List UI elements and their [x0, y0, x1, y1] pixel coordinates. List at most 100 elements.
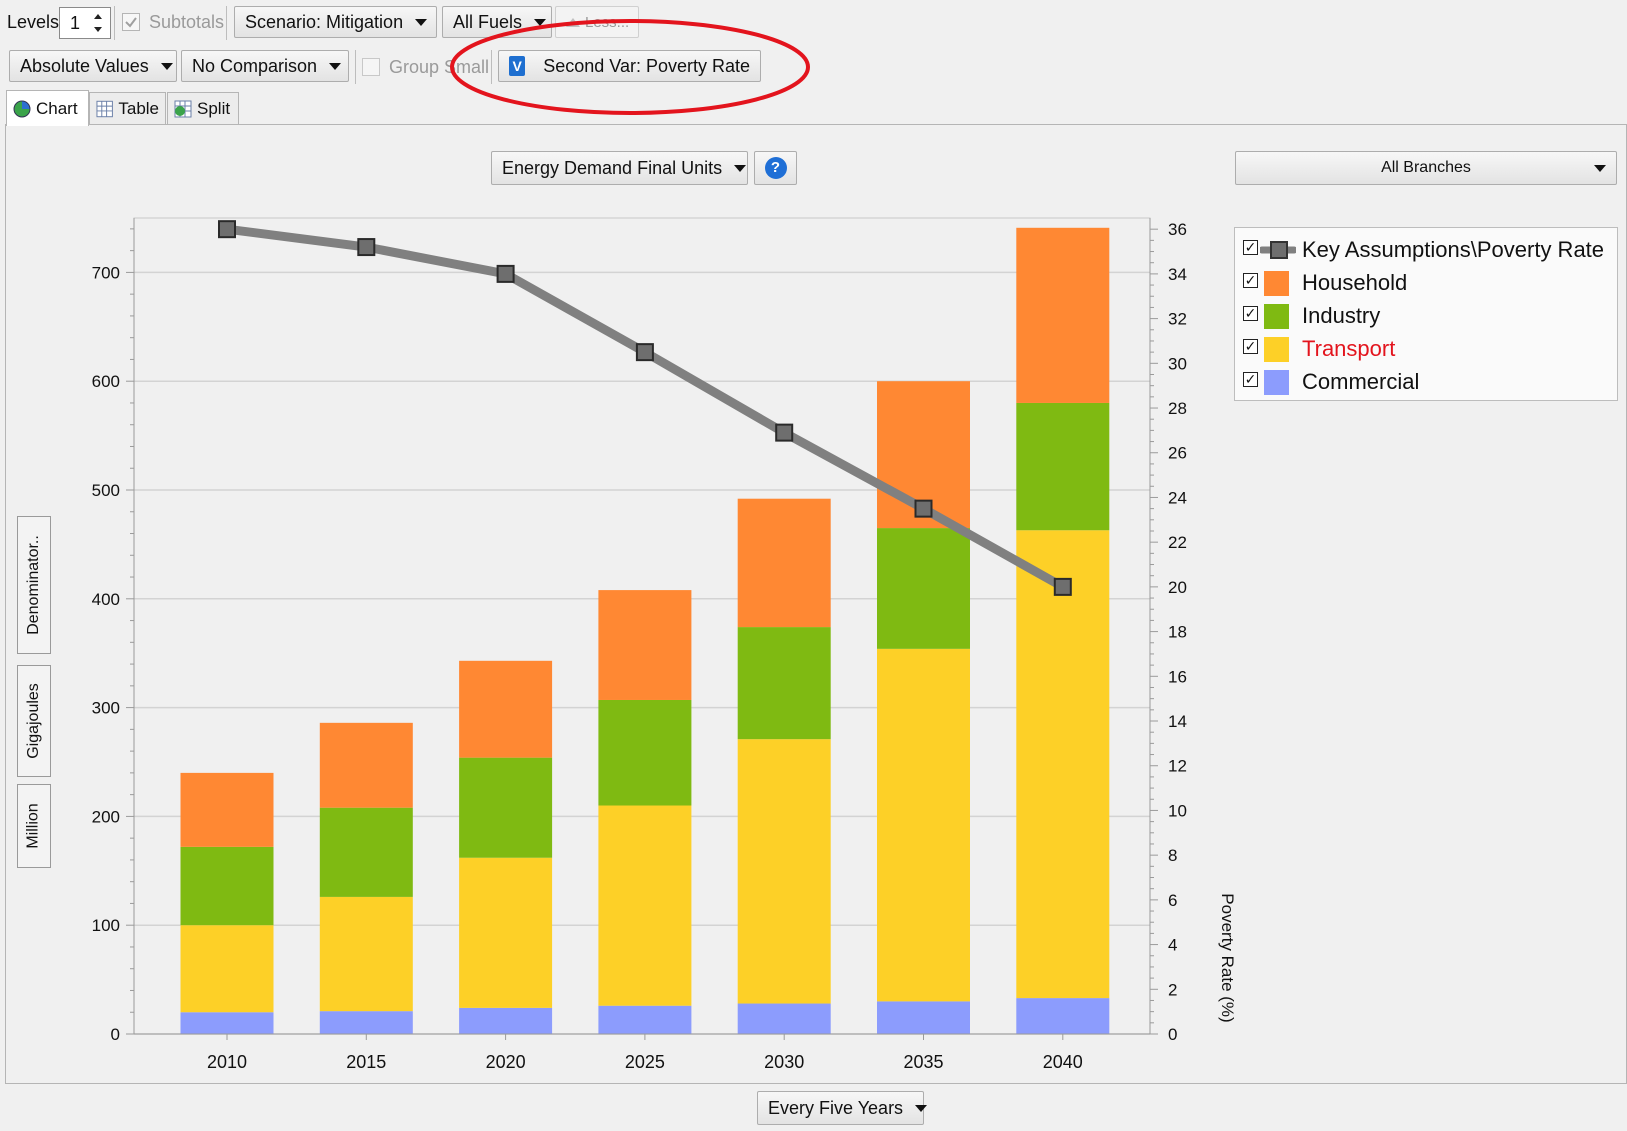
split-view-icon — [174, 100, 192, 117]
group-small-label: Group Small — [389, 57, 490, 77]
bar-transport[interactable] — [180, 925, 274, 1013]
chevron-down-icon — [915, 1104, 928, 1112]
tab-table[interactable]: Table — [89, 92, 166, 124]
bar-household[interactable] — [737, 498, 831, 628]
tab-split[interactable]: Split — [167, 92, 239, 124]
chart-legend: ✓ Key Assumptions\Poverty Rate ✓ Househo… — [1234, 227, 1618, 401]
bar-transport[interactable] — [737, 739, 831, 1004]
denominator-tab[interactable]: Denominator.. — [17, 516, 51, 654]
bar-commercial[interactable] — [598, 1005, 692, 1034]
x-tick-label: 2040 — [1043, 1052, 1083, 1072]
bar-industry[interactable] — [319, 807, 413, 897]
poverty-rate-point[interactable] — [496, 264, 515, 283]
bar-transport[interactable] — [459, 857, 553, 1008]
comparison-dropdown[interactable]: No Comparison — [181, 50, 349, 82]
legend-item-transport[interactable]: ✓ Transport — [1235, 333, 1617, 365]
help-button[interactable]: ? — [754, 151, 797, 185]
tab-split-label: Split — [197, 98, 231, 118]
bar-household[interactable] — [459, 660, 553, 758]
branches-label: All Branches — [1381, 159, 1471, 176]
y2-tick-label: 6 — [1168, 891, 1177, 910]
fuels-label: All Fuels — [453, 11, 523, 32]
legend-checkbox[interactable]: ✓ — [1243, 239, 1258, 255]
legend-item-commercial[interactable]: ✓ Commercial — [1235, 366, 1617, 398]
bar-commercial[interactable] — [877, 1001, 970, 1034]
scenario-dropdown[interactable]: Scenario: Mitigation — [234, 6, 437, 38]
y2-tick-label: 10 — [1168, 801, 1187, 820]
bar-household[interactable] — [319, 722, 413, 808]
y2-tick-label: 34 — [1168, 265, 1187, 284]
values-dropdown[interactable]: Absolute Values — [9, 50, 177, 82]
bar-industry[interactable] — [459, 757, 553, 858]
bar-commercial[interactable] — [1016, 998, 1110, 1034]
bar-commercial[interactable] — [180, 1012, 274, 1034]
spinner-down-icon[interactable] — [94, 27, 102, 32]
annotation-ellipse — [450, 19, 810, 115]
scenario-label: Scenario: Mitigation — [245, 11, 404, 32]
spinner-up-icon[interactable] — [94, 14, 102, 19]
y2-tick-label: 22 — [1168, 533, 1187, 552]
tab-chart-label: Chart — [36, 98, 78, 118]
legend-checkbox[interactable]: ✓ — [1243, 272, 1258, 288]
y-tick-label: 400 — [92, 590, 120, 609]
values-label: Absolute Values — [20, 55, 149, 76]
poverty-rate-point[interactable] — [357, 238, 376, 257]
bar-household[interactable] — [598, 590, 692, 700]
scale-tab[interactable]: Million — [17, 784, 51, 868]
legend-checkbox[interactable]: ✓ — [1243, 305, 1258, 321]
bar-commercial[interactable] — [737, 1003, 831, 1034]
toolbar-separator — [226, 6, 227, 40]
legend-item-industry[interactable]: ✓ Industry — [1235, 300, 1617, 332]
second-var-label: Second Var: Poverty Rate — [543, 55, 750, 76]
x-tick-label: 2015 — [346, 1052, 386, 1072]
bar-commercial[interactable] — [459, 1007, 553, 1034]
bar-household[interactable] — [1016, 227, 1110, 403]
units-dropdown[interactable]: Energy Demand Final Units — [491, 151, 748, 185]
y2-tick-label: 26 — [1168, 444, 1187, 463]
bar-industry[interactable] — [737, 627, 831, 740]
y2-tick-label: 36 — [1168, 220, 1187, 239]
subtotals-checkbox[interactable] — [122, 13, 140, 31]
legend-swatch — [1264, 271, 1289, 296]
bar-industry[interactable] — [598, 699, 692, 806]
x-tick-label: 2020 — [486, 1052, 526, 1072]
poverty-rate-point[interactable] — [775, 423, 794, 442]
poverty-rate-point[interactable] — [218, 220, 236, 239]
y2-tick-label: 30 — [1168, 354, 1187, 373]
tab-chart[interactable]: Chart — [6, 90, 89, 126]
bar-commercial[interactable] — [319, 1011, 413, 1034]
group-small-checkbox[interactable] — [362, 58, 380, 76]
levels-spinner[interactable]: 1 — [59, 7, 111, 39]
legend-item-poverty-rate[interactable]: ✓ Key Assumptions\Poverty Rate — [1235, 234, 1617, 266]
second-var-button[interactable]: V Second Var: Poverty Rate — [498, 50, 761, 82]
interval-dropdown[interactable]: Every Five Years — [757, 1091, 928, 1125]
poverty-rate-point[interactable] — [635, 343, 654, 362]
pie-chart-icon — [13, 100, 31, 117]
bar-industry[interactable] — [877, 528, 970, 649]
y-tick-label: 200 — [92, 807, 120, 826]
bar-industry[interactable] — [180, 846, 274, 926]
poverty-rate-point[interactable] — [914, 499, 933, 518]
y-tick-label: 300 — [92, 699, 120, 718]
bar-industry[interactable] — [1016, 402, 1110, 531]
right-axis-title: Poverty Rate (%) — [1218, 893, 1237, 1022]
bar-transport[interactable] — [1016, 530, 1110, 999]
y-tick-label: 0 — [111, 1025, 120, 1044]
bar-transport[interactable] — [319, 896, 413, 1012]
y2-tick-label: 18 — [1168, 623, 1187, 642]
bar-transport[interactable] — [598, 805, 692, 1006]
unit-tab[interactable]: Gigajoules — [17, 665, 51, 777]
legend-checkbox[interactable]: ✓ — [1243, 371, 1258, 387]
legend-checkbox[interactable]: ✓ — [1243, 338, 1258, 354]
bar-household[interactable] — [180, 772, 274, 847]
branches-dropdown[interactable]: All Branches — [1235, 151, 1617, 185]
legend-item-household[interactable]: ✓ Household — [1235, 267, 1617, 299]
toolbar-separator — [114, 6, 115, 40]
legend-swatch — [1264, 337, 1289, 362]
fuels-dropdown[interactable]: All Fuels — [442, 6, 552, 38]
bar-transport[interactable] — [877, 648, 970, 1002]
legend-swatch — [1264, 370, 1289, 395]
comparison-label: No Comparison — [192, 55, 318, 76]
poverty-rate-point[interactable] — [1053, 577, 1072, 596]
